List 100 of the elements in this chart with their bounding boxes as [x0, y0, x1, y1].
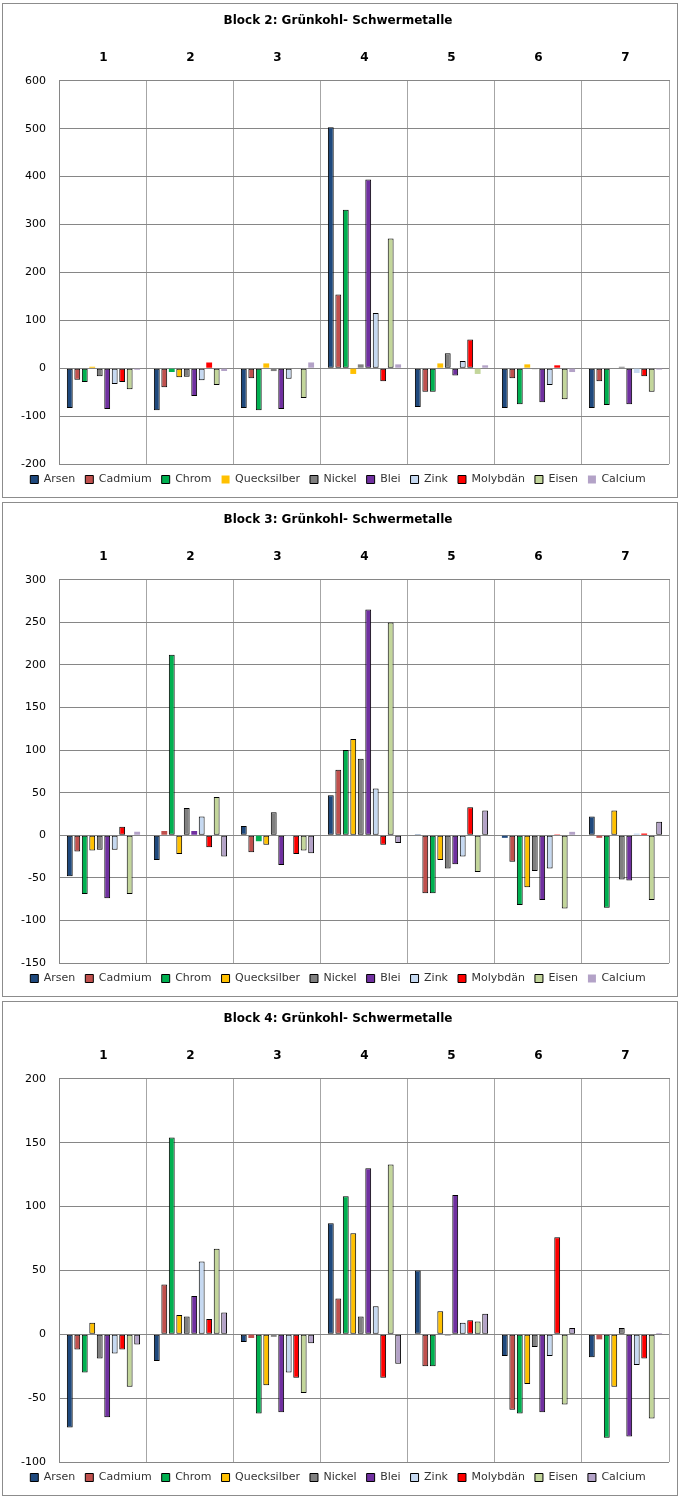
x-tick-label: 7	[621, 1047, 630, 1062]
legend-label: Cadmium	[98, 971, 152, 985]
y-tick-label: 0	[38, 1327, 46, 1341]
x-tick-label: 5	[447, 548, 456, 563]
bar	[395, 364, 402, 368]
y-tick-label: 400	[24, 169, 46, 183]
legend-label: Eisen	[548, 472, 578, 486]
legend-label: Eisen	[548, 971, 578, 985]
bar	[501, 835, 508, 838]
bar	[569, 831, 576, 835]
y-tick-label: 600	[24, 73, 46, 87]
legend-label: Quecksilber	[235, 472, 301, 486]
bar	[596, 835, 603, 838]
legend-label: Chrom	[175, 1470, 212, 1484]
bar	[263, 363, 270, 368]
y-tick-label: 100	[24, 742, 46, 756]
bar	[474, 368, 481, 374]
legend-label: Eisen	[548, 1470, 578, 1484]
bar	[308, 362, 315, 368]
y-tick-label: 0	[38, 828, 46, 842]
bar	[554, 365, 561, 368]
x-tick-label: 4	[360, 49, 369, 64]
legend-label: Nickel	[323, 1470, 357, 1484]
legend-label: Zink	[424, 1470, 449, 1484]
legend-label: Chrom	[175, 971, 212, 985]
legend-label: Arsen	[43, 472, 76, 486]
bar	[161, 831, 168, 835]
bar	[633, 368, 640, 373]
legend-label: Cadmium	[98, 1470, 152, 1484]
chart-title: Block 4: Grünkohl- Schwermetalle	[223, 1011, 453, 1026]
y-tick-label: -50	[28, 1390, 46, 1404]
bar	[350, 368, 357, 374]
legend-label: Zink	[424, 971, 449, 985]
chart-title: Block 3: Grünkohl- Schwermetalle	[223, 512, 453, 527]
chart-title: Block 2: Grünkohl- Schwermetalle	[223, 13, 453, 28]
y-tick-label: 500	[24, 121, 46, 135]
y-tick-label: 0	[38, 361, 46, 375]
x-tick-label: 4	[360, 548, 369, 563]
legend-label: Quecksilber	[235, 1470, 301, 1484]
legend-label: Calcium	[601, 472, 646, 486]
y-tick-label: -100	[21, 913, 46, 927]
legend-label: Zink	[424, 472, 449, 486]
legend-label: Molybdän	[471, 1470, 525, 1484]
x-tick-label: 6	[534, 1047, 543, 1062]
x-tick-label: 2	[186, 548, 195, 563]
y-tick-label: 200	[24, 657, 46, 671]
y-tick-label: 100	[24, 313, 46, 327]
legend-label: Arsen	[43, 1470, 76, 1484]
legend-label: Calcium	[601, 1470, 646, 1484]
y-tick-label: 50	[31, 1263, 46, 1277]
y-tick-label: -200	[21, 456, 46, 470]
x-tick-label: 1	[99, 49, 108, 64]
bar	[482, 365, 489, 368]
bar	[524, 364, 531, 368]
x-tick-label: 4	[360, 1047, 369, 1062]
bar	[191, 831, 198, 835]
y-tick-label: 150	[24, 700, 46, 714]
legend-label: Arsen	[43, 971, 76, 985]
y-tick-label: 50	[31, 785, 46, 799]
x-tick-label: 7	[621, 548, 630, 563]
legend-label: Chrom	[175, 472, 212, 486]
legend-label: Blei	[380, 1470, 401, 1484]
x-tick-label: 3	[273, 548, 282, 563]
legend-label: Blei	[380, 971, 401, 985]
y-tick-label: 250	[24, 615, 46, 629]
y-tick-label: 300	[24, 572, 46, 586]
x-tick-label: 6	[534, 548, 543, 563]
legend-label: Calcium	[601, 971, 646, 985]
legend-label: Molybdän	[471, 971, 525, 985]
x-tick-label: 5	[447, 1047, 456, 1062]
legend-label: Blei	[380, 472, 401, 486]
legend-label: Nickel	[323, 472, 357, 486]
y-tick-label: 200	[24, 265, 46, 279]
bar	[168, 368, 175, 373]
y-tick-label: -50	[28, 870, 46, 884]
x-tick-label: 2	[186, 1047, 195, 1062]
legend-label: Nickel	[323, 971, 357, 985]
y-tick-label: -100	[21, 408, 46, 422]
x-tick-label: 5	[447, 49, 456, 64]
y-tick-label: 100	[24, 1199, 46, 1213]
x-tick-label: 1	[99, 548, 108, 563]
x-tick-label: 6	[534, 49, 543, 64]
y-tick-label: 300	[24, 217, 46, 231]
bar	[248, 1334, 255, 1339]
y-tick-label: 150	[24, 1135, 46, 1149]
bar	[206, 362, 213, 368]
y-tick-label: -150	[21, 955, 46, 969]
legend-label: Molybdän	[471, 472, 525, 486]
x-tick-label: 7	[621, 49, 630, 64]
bar	[569, 368, 576, 373]
bar	[437, 363, 444, 368]
x-tick-label: 3	[273, 1047, 282, 1062]
bar	[134, 831, 141, 835]
legend-label: Cadmium	[98, 472, 152, 486]
y-tick-label: 200	[24, 1071, 46, 1085]
x-tick-label: 3	[273, 49, 282, 64]
x-tick-label: 2	[186, 49, 195, 64]
legend-label: Quecksilber	[235, 971, 301, 985]
bar	[255, 835, 262, 842]
x-tick-label: 1	[99, 1047, 108, 1062]
